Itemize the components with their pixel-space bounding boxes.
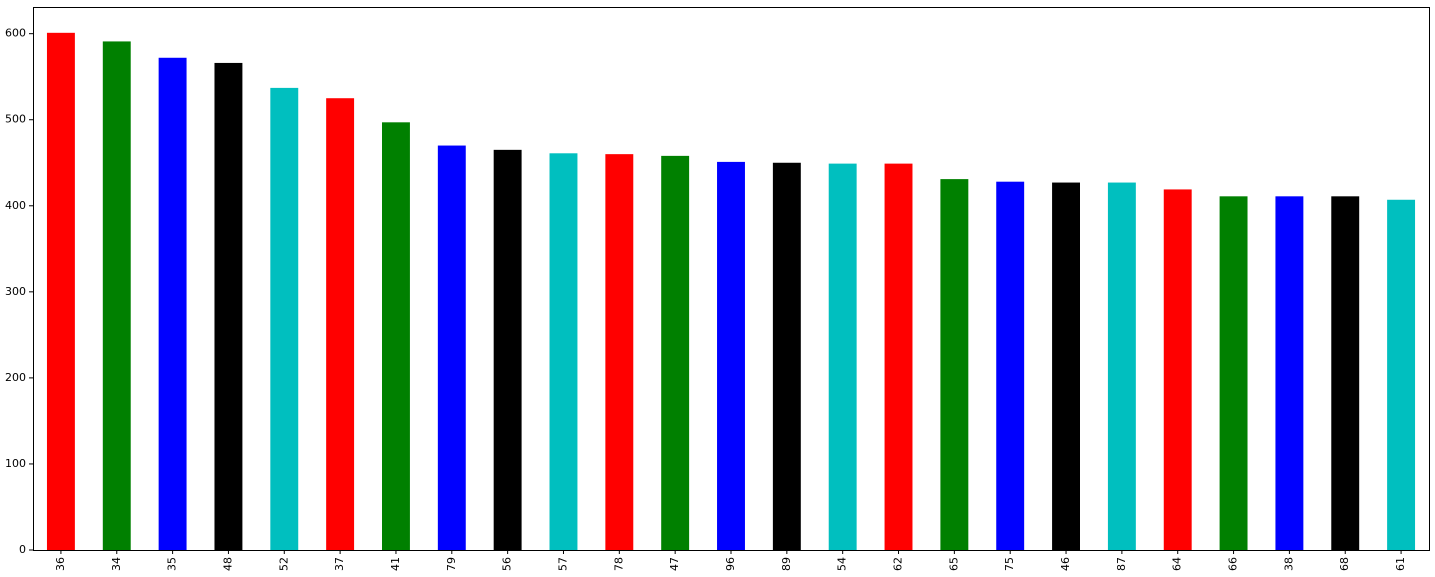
bar-48 bbox=[214, 62, 243, 550]
x-tick-label: 65 bbox=[947, 557, 960, 571]
bar-62 bbox=[884, 163, 913, 550]
bar-35 bbox=[158, 57, 187, 550]
x-tick-label: 61 bbox=[1394, 557, 1407, 571]
bar-75 bbox=[996, 181, 1025, 550]
bar-78 bbox=[605, 154, 634, 550]
bar-41 bbox=[382, 122, 410, 551]
y-tick-label: 400 bbox=[5, 199, 26, 212]
x-tick-label: 68 bbox=[1338, 557, 1351, 571]
bar-47 bbox=[661, 155, 690, 550]
x-tick-label: 87 bbox=[1115, 557, 1128, 571]
x-tick-label: 62 bbox=[892, 557, 905, 571]
bar-61 bbox=[1387, 199, 1416, 551]
bar-64 bbox=[1163, 189, 1192, 550]
y-tick-label: 600 bbox=[5, 27, 26, 40]
x-tick-label: 64 bbox=[1171, 557, 1184, 571]
x-tick-label: 57 bbox=[556, 557, 569, 571]
x-tick-label: 52 bbox=[277, 557, 290, 571]
y-tick-label: 500 bbox=[5, 113, 26, 126]
x-tick-label: 46 bbox=[1059, 557, 1072, 571]
x-tick-label: 34 bbox=[110, 557, 123, 571]
bar-56 bbox=[493, 149, 522, 551]
x-tick-label: 96 bbox=[724, 557, 737, 571]
bar-96 bbox=[717, 161, 745, 551]
x-tick-label: 41 bbox=[389, 557, 402, 571]
x-tick-label: 37 bbox=[333, 557, 346, 571]
y-tick-label: 300 bbox=[5, 285, 26, 298]
bar-65 bbox=[940, 179, 969, 550]
x-tick-label: 56 bbox=[501, 557, 514, 571]
bar-38 bbox=[1275, 196, 1304, 550]
y-tick-label: 200 bbox=[5, 371, 26, 384]
x-tick-label: 66 bbox=[1227, 557, 1240, 571]
bar-46 bbox=[1052, 182, 1080, 550]
bars-group bbox=[46, 32, 1416, 551]
x-tick-label: 75 bbox=[1003, 557, 1016, 571]
y-axis: 0 100 200 300 400 500 600 bbox=[5, 27, 33, 556]
bar-37 bbox=[326, 98, 355, 551]
x-tick-label: 89 bbox=[780, 557, 793, 571]
bar-57 bbox=[549, 153, 578, 550]
x-tick-label: 35 bbox=[166, 557, 179, 571]
x-tick-label: 54 bbox=[836, 557, 849, 571]
x-tick-label: 47 bbox=[668, 557, 681, 571]
bar-66 bbox=[1219, 196, 1248, 550]
x-axis: 36 34 35 48 52 37 41 79 56 57 78 47 96 89 54 62 65 75 46 87… bbox=[54, 550, 1407, 571]
bar-34 bbox=[102, 41, 131, 550]
plot-frame bbox=[33, 7, 1430, 551]
bar-87 bbox=[1107, 182, 1136, 550]
bar-79 bbox=[437, 145, 466, 550]
x-tick-label: 78 bbox=[612, 557, 625, 571]
x-tick-label: 36 bbox=[54, 557, 67, 571]
bar-54 bbox=[828, 163, 857, 550]
bar-52 bbox=[270, 87, 299, 550]
x-tick-label: 79 bbox=[445, 557, 458, 571]
bar-68 bbox=[1331, 196, 1360, 550]
y-tick-label: 0 bbox=[19, 543, 26, 556]
bar-89 bbox=[772, 162, 801, 551]
bar-36 bbox=[46, 32, 75, 551]
x-tick-label: 38 bbox=[1282, 557, 1295, 571]
x-tick-label: 48 bbox=[221, 557, 234, 571]
y-tick-label: 100 bbox=[5, 457, 26, 470]
